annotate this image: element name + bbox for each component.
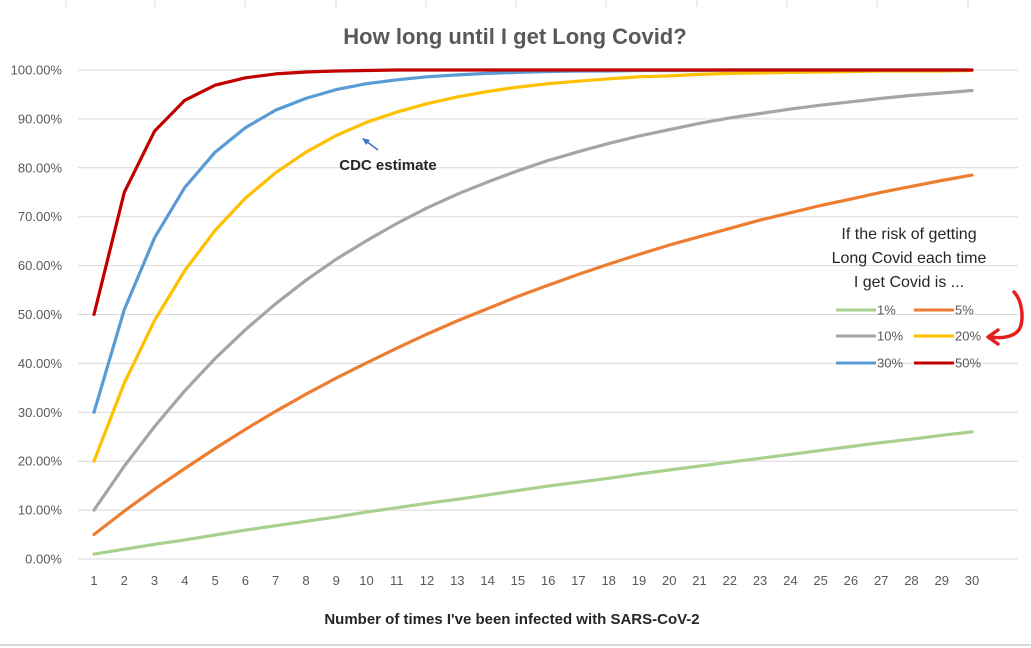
x-tick-label: 14 xyxy=(480,573,494,588)
legend-entries: 1% 5% 10% 20% 30% 50% xyxy=(836,303,981,371)
series-line-30pct xyxy=(92,68,974,414)
x-tick-label: 11 xyxy=(390,573,404,588)
annotation-arrowhead xyxy=(362,138,370,145)
legend-label-1pct: 1% xyxy=(877,303,896,318)
hand-drawn-arrow xyxy=(990,290,1024,340)
x-tick-label: 24 xyxy=(783,573,797,588)
annotation-text: CDC estimate xyxy=(339,157,437,174)
y-tick-label: 30.00% xyxy=(18,405,63,420)
y-tick-label: 60.00% xyxy=(18,258,63,273)
legend-title-line-1: If the risk of getting xyxy=(841,226,976,243)
x-tick-label: 6 xyxy=(242,573,249,588)
x-tick-label: 15 xyxy=(511,573,525,588)
series-line-10pct xyxy=(92,88,974,512)
y-tick-label: 100.00% xyxy=(11,63,63,78)
x-tick-label: 10 xyxy=(359,573,373,588)
legend-label-10pct: 10% xyxy=(877,329,903,344)
x-tick-label: 18 xyxy=(601,573,615,588)
legend-label-30pct: 30% xyxy=(877,356,903,371)
top-stub-lines xyxy=(65,0,969,7)
x-tick-label: 13 xyxy=(450,573,464,588)
x-tick-label: 23 xyxy=(753,573,767,588)
x-tick-label: 8 xyxy=(302,573,309,588)
x-axis-ticks: 1 2 3 4 5 6 7 8 9 10 11 12 13 14 15 16 17 18 19 20 21 22 23 24 2… xyxy=(90,573,979,588)
x-tick-label: 9 xyxy=(333,573,340,588)
x-tick-label: 17 xyxy=(571,573,585,588)
x-tick-label: 21 xyxy=(692,573,706,588)
x-tick-label: 12 xyxy=(420,573,434,588)
x-tick-label: 4 xyxy=(181,573,188,588)
y-tick-label: 90.00% xyxy=(18,111,63,126)
x-tick-label: 28 xyxy=(904,573,918,588)
x-tick-label: 20 xyxy=(662,573,676,588)
x-tick-label: 29 xyxy=(934,573,948,588)
series-line-20pct xyxy=(92,68,974,463)
x-tick-label: 1 xyxy=(90,573,97,588)
legend-label-50pct: 50% xyxy=(955,356,981,371)
y-tick-label: 50.00% xyxy=(18,307,63,322)
cdc-annotation: CDC estimate xyxy=(339,138,437,174)
series-line-1pct xyxy=(92,430,974,556)
x-tick-label: 5 xyxy=(211,573,218,588)
hand-drawn-arrowhead xyxy=(986,328,1000,346)
x-tick-label: 26 xyxy=(844,573,858,588)
series-line-5pct xyxy=(92,173,974,537)
legend-title-line-3: I get Covid is ... xyxy=(854,274,964,291)
x-tick-label: 2 xyxy=(121,573,128,588)
y-tick-label: 20.00% xyxy=(18,454,63,469)
x-tick-label: 7 xyxy=(272,573,279,588)
y-tick-label: 40.00% xyxy=(18,356,63,371)
legend-title-line-2: Long Covid each time xyxy=(832,250,987,267)
legend: If the risk of getting Long Covid each t… xyxy=(832,226,987,371)
x-tick-label: 16 xyxy=(541,573,555,588)
x-axis-label: Number of times I've been infected with … xyxy=(324,611,699,628)
x-tick-label: 19 xyxy=(632,573,646,588)
series-line-50pct xyxy=(92,68,974,317)
y-tick-label: 10.00% xyxy=(18,503,63,518)
x-tick-label: 22 xyxy=(723,573,737,588)
x-tick-label: 30 xyxy=(965,573,979,588)
y-tick-label: 70.00% xyxy=(18,209,63,224)
x-tick-label: 3 xyxy=(151,573,158,588)
chart-title: How long until I get Long Covid? xyxy=(343,24,686,49)
x-tick-label: 25 xyxy=(813,573,827,588)
legend-label-5pct: 5% xyxy=(955,303,974,318)
y-tick-label: 0.00% xyxy=(25,552,62,567)
x-tick-label: 27 xyxy=(874,573,888,588)
y-axis-ticks: 0.00% 10.00% 20.00% 30.00% 40.00% 50.00% 60.00… xyxy=(11,63,63,567)
series-lines xyxy=(92,68,974,556)
y-tick-label: 80.00% xyxy=(18,160,63,175)
legend-label-20pct: 20% xyxy=(955,329,981,344)
